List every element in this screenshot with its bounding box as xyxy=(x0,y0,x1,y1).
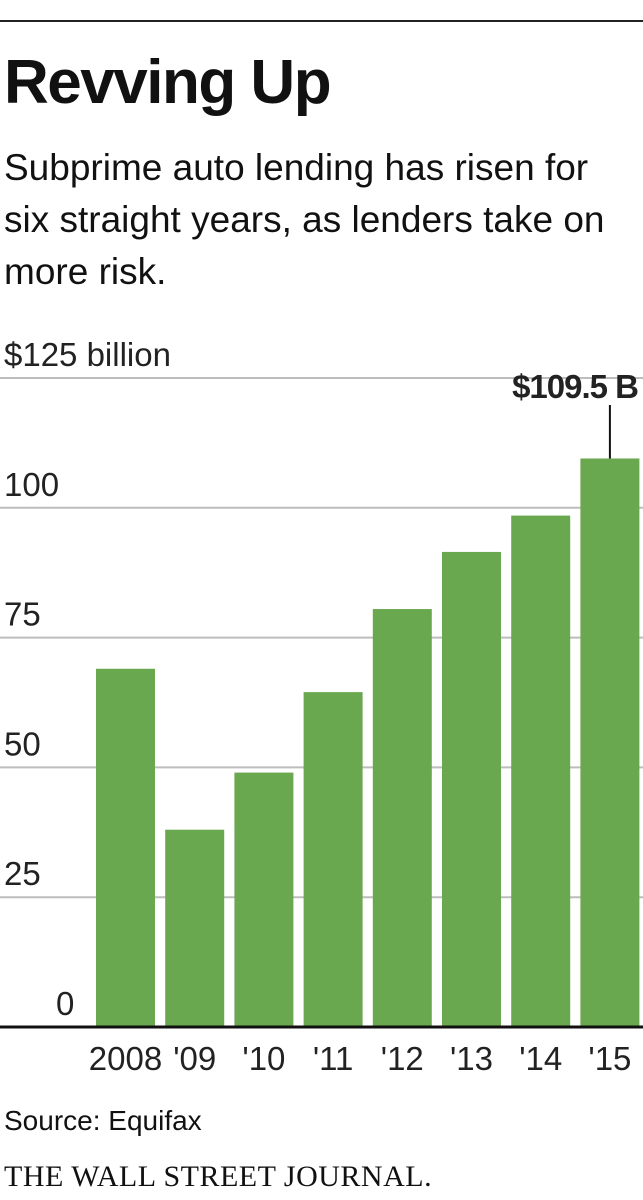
x-tick-label: 2008 xyxy=(89,1040,162,1077)
top-rule xyxy=(0,20,643,22)
chart-title: Revving Up xyxy=(4,48,332,117)
bar xyxy=(372,609,432,1027)
x-tick-label: '15 xyxy=(588,1040,631,1077)
x-tick-label: '10 xyxy=(242,1040,285,1077)
bar xyxy=(303,692,363,1027)
bar xyxy=(442,551,501,1027)
chart-subtitle: Subprime auto lending has risen for six … xyxy=(4,147,605,292)
y-tick-label: 50 xyxy=(4,725,41,762)
bar xyxy=(165,829,225,1027)
x-tick-label: '13 xyxy=(450,1040,493,1077)
x-tick-label: '11 xyxy=(313,1040,354,1077)
bar-chart: 0 25 50 75 100 $125 billion 2008 '09 '10 '11 '12 '1… xyxy=(0,336,643,1077)
bar xyxy=(511,515,571,1027)
publisher-logo: THE WALL STREET JOURNAL. xyxy=(4,1160,433,1193)
y-tick-label: $125 billion xyxy=(4,336,171,373)
bar xyxy=(580,458,640,1027)
annotation-label: $109.5 B xyxy=(512,368,638,405)
x-tick-label: '14 xyxy=(519,1040,562,1077)
x-tick-label: '09 xyxy=(173,1040,216,1077)
y-tick-label: 0 xyxy=(56,985,74,1022)
bar xyxy=(96,668,155,1027)
y-tick-label: 75 xyxy=(4,596,41,633)
y-tick-label: 25 xyxy=(4,855,41,892)
chart-area: 0 25 50 75 100 $125 billion 2008 '09 '10 '11 '12 '1… xyxy=(0,330,643,1090)
bar xyxy=(234,772,294,1027)
source-note: Source: Equifax xyxy=(4,1105,202,1136)
x-tick-label: '12 xyxy=(381,1040,424,1077)
y-tick-label: 100 xyxy=(4,466,59,503)
